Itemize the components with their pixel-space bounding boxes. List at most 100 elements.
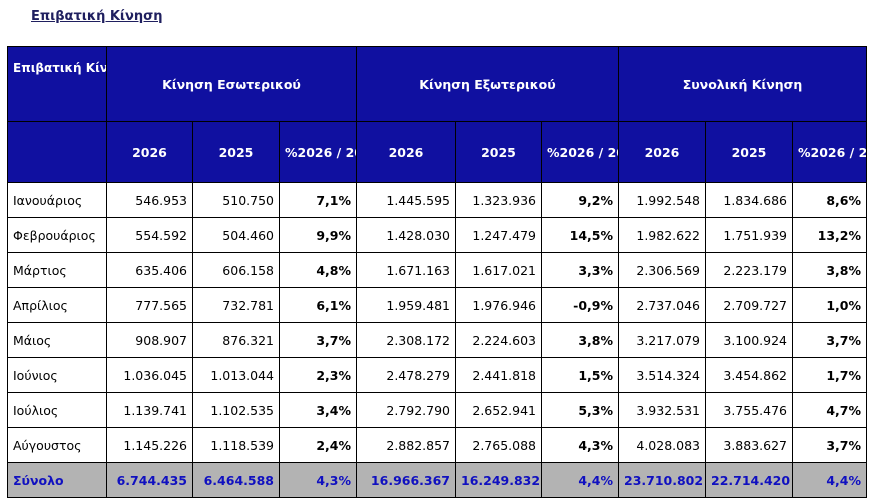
table-row: Αύγουστος 1.145.226 1.118.539 2,4% 2.882… — [7, 427, 868, 463]
total-value-cell: 16.966.367 — [356, 462, 456, 498]
pct-cell: 7,1% — [279, 182, 357, 218]
pct-cell: 3,4% — [279, 392, 357, 428]
value-cell: 2.737.046 — [618, 287, 706, 323]
pct-cell: 3,8% — [541, 322, 619, 358]
value-cell: 3.217.079 — [618, 322, 706, 358]
value-cell: 504.460 — [192, 217, 280, 253]
value-cell: 2.882.857 — [356, 427, 456, 463]
value-cell: 1.118.539 — [192, 427, 280, 463]
total-row: Σύνολο 6.744.435 6.464.588 4,3% 16.966.3… — [7, 462, 868, 498]
subheader-pct: %2026 / 2025 — [791, 121, 868, 183]
value-cell: 777.565 — [106, 287, 193, 323]
value-cell: 1.323.936 — [455, 182, 542, 218]
month-cell: Φεβρουάριος — [7, 217, 107, 253]
value-cell: 1.102.535 — [192, 392, 280, 428]
subheader-2025: 2025 — [455, 121, 542, 183]
value-cell: 2.792.790 — [356, 392, 456, 428]
value-cell: 732.781 — [192, 287, 280, 323]
pct-cell: 3,7% — [791, 322, 868, 358]
value-cell: 4.028.083 — [618, 427, 706, 463]
pct-cell: 4,3% — [541, 427, 619, 463]
table-row: Ιούνιος 1.036.045 1.013.044 2,3% 2.478.2… — [7, 357, 868, 393]
total-value-cell: 22.714.420 — [705, 462, 793, 498]
pct-cell: 3,7% — [791, 427, 868, 463]
table-row: Φεβρουάριος 554.592 504.460 9,9% 1.428.0… — [7, 217, 868, 253]
month-cell: Μάρτιος — [7, 252, 107, 288]
value-cell: 606.158 — [192, 252, 280, 288]
value-cell: 1.013.044 — [192, 357, 280, 393]
value-cell: 1.834.686 — [705, 182, 793, 218]
table-row: Ιανουάριος 546.953 510.750 7,1% 1.445.59… — [7, 182, 868, 218]
total-value-cell: 6.744.435 — [106, 462, 193, 498]
month-cell: Αύγουστος — [7, 427, 107, 463]
value-cell: 510.750 — [192, 182, 280, 218]
total-pct-cell: 4,3% — [279, 462, 357, 498]
pct-cell: 2,4% — [279, 427, 357, 463]
value-cell: 1.036.045 — [106, 357, 193, 393]
value-cell: 2.224.603 — [455, 322, 542, 358]
subheader-2025: 2025 — [192, 121, 280, 183]
value-cell: 876.321 — [192, 322, 280, 358]
month-cell: Μάιος — [7, 322, 107, 358]
value-cell: 2.306.569 — [618, 252, 706, 288]
pct-cell: 8,6% — [791, 182, 868, 218]
pct-cell: 2,3% — [279, 357, 357, 393]
value-cell: 1.428.030 — [356, 217, 456, 253]
value-cell: 3.100.924 — [705, 322, 793, 358]
table-row: Μάρτιος 635.406 606.158 4,8% 1.671.163 1… — [7, 252, 868, 288]
value-cell: 1.247.479 — [455, 217, 542, 253]
pct-cell: 3,7% — [279, 322, 357, 358]
value-cell: 635.406 — [106, 252, 193, 288]
pct-cell: 9,9% — [279, 217, 357, 253]
pct-cell: 4,7% — [791, 392, 868, 428]
group-header-total: Συνολική Κίνηση — [617, 46, 868, 122]
pct-cell: 9,2% — [541, 182, 619, 218]
value-cell: 546.953 — [106, 182, 193, 218]
page-heading: Επιβατική Κίνηση — [31, 9, 163, 24]
value-cell: 3.514.324 — [618, 357, 706, 393]
value-cell: 2.441.818 — [455, 357, 542, 393]
value-cell: 3.454.862 — [705, 357, 793, 393]
subheader-pct: %2026 / 2025 — [279, 121, 357, 183]
month-cell: Απρίλιος — [7, 287, 107, 323]
pct-cell: -0,9% — [541, 287, 619, 323]
subheader-2025: 2025 — [705, 121, 793, 183]
table-row: Ιούλιος 1.139.741 1.102.535 3,4% 2.792.7… — [7, 392, 868, 428]
pct-cell: 1,5% — [541, 357, 619, 393]
corner-header: Επιβατική Κίνηση — [7, 46, 107, 122]
pct-cell: 14,5% — [541, 217, 619, 253]
month-cell: Ιούνιος — [7, 357, 107, 393]
subheader-2026: 2026 — [618, 121, 706, 183]
passenger-traffic-table: Επιβατική Κίνηση Κίνηση Εσωτερικού Κίνησ… — [7, 46, 868, 498]
value-cell: 554.592 — [106, 217, 193, 253]
group-header-domestic: Κίνηση Εσωτερικού — [106, 46, 357, 122]
pct-cell: 1,0% — [791, 287, 868, 323]
pct-cell: 6,1% — [279, 287, 357, 323]
table-header: Επιβατική Κίνηση Κίνηση Εσωτερικού Κίνησ… — [7, 46, 868, 183]
total-value-cell: 6.464.588 — [192, 462, 280, 498]
value-cell: 1.617.021 — [455, 252, 542, 288]
subheader-pct: %2026 / 2025 — [541, 121, 619, 183]
group-header-international: Κίνηση Εξωτερικού — [356, 46, 619, 122]
value-cell: 1.445.595 — [356, 182, 456, 218]
value-cell: 1.992.548 — [618, 182, 706, 218]
table-row: Μάιος 908.907 876.321 3,7% 2.308.172 2.2… — [7, 322, 868, 358]
value-cell: 1.959.481 — [356, 287, 456, 323]
table-row: Απρίλιος 777.565 732.781 6,1% 1.959.481 … — [7, 287, 868, 323]
value-cell: 2.709.727 — [705, 287, 793, 323]
table-body: Ιανουάριος 546.953 510.750 7,1% 1.445.59… — [7, 182, 868, 498]
value-cell: 2.223.179 — [705, 252, 793, 288]
value-cell: 1.145.226 — [106, 427, 193, 463]
pct-cell: 1,7% — [791, 357, 868, 393]
value-cell: 908.907 — [106, 322, 193, 358]
subheader-2026: 2026 — [356, 121, 456, 183]
value-cell: 1.671.163 — [356, 252, 456, 288]
value-cell: 3.755.476 — [705, 392, 793, 428]
value-cell: 1.139.741 — [106, 392, 193, 428]
value-cell: 3.932.531 — [618, 392, 706, 428]
value-cell: 1.982.622 — [618, 217, 706, 253]
value-cell: 2.478.279 — [356, 357, 456, 393]
pct-cell: 3,8% — [791, 252, 868, 288]
value-cell: 2.652.941 — [455, 392, 542, 428]
corner-header-blank — [7, 121, 107, 183]
